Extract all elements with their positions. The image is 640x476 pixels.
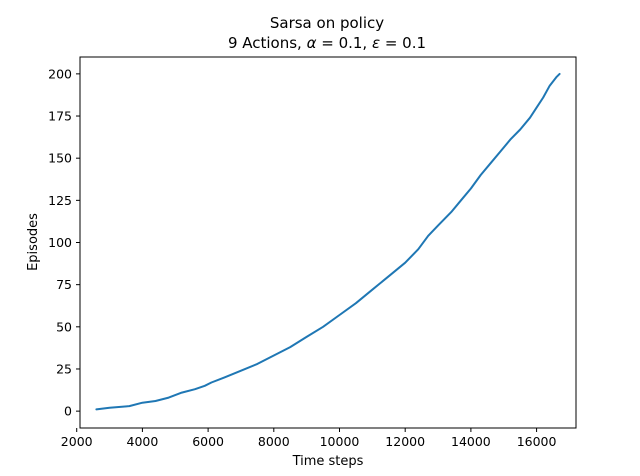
x-tick-label: 14000 bbox=[451, 434, 491, 449]
alpha-value-text: = 0.1, bbox=[316, 34, 372, 52]
x-tick-label: 8000 bbox=[258, 434, 290, 449]
x-tick-label: 6000 bbox=[192, 434, 224, 449]
x-tick-label: 16000 bbox=[517, 434, 557, 449]
y-tick-label: 0 bbox=[64, 404, 72, 419]
alpha-symbol: α bbox=[307, 34, 317, 52]
y-tick-label: 175 bbox=[48, 109, 72, 124]
epsilon-symbol: ε bbox=[372, 34, 380, 52]
series-line bbox=[95, 72, 561, 411]
x-tick-label: 12000 bbox=[385, 434, 425, 449]
y-axis-label: Episodes bbox=[26, 213, 41, 271]
y-tick-label: 100 bbox=[48, 235, 72, 250]
axis-ticks: 2000 4000 6000 8000 10000 12000 14000 16000 0 25 5… bbox=[48, 66, 556, 449]
x-axis-label: Time steps bbox=[292, 454, 364, 469]
plot-frame bbox=[79, 56, 577, 429]
y-tick-label: 150 bbox=[48, 151, 72, 166]
epsilon-value-text: = 0.1 bbox=[380, 34, 426, 52]
y-tick-label: 125 bbox=[48, 193, 72, 208]
title-prefix: 9 Actions, bbox=[228, 34, 307, 52]
x-tick-label: 4000 bbox=[127, 434, 159, 449]
y-tick-label: 50 bbox=[56, 319, 72, 334]
chart-title-line2: 9 Actions, α = 0.1, ε = 0.1 bbox=[228, 34, 426, 52]
y-tick-label: 75 bbox=[56, 277, 72, 292]
x-tick-label: 10000 bbox=[320, 434, 360, 449]
chart-title-line1: Sarsa on policy bbox=[270, 14, 384, 32]
x-tick-label: 2000 bbox=[61, 434, 93, 449]
y-tick-label: 25 bbox=[56, 361, 72, 376]
y-tick-label: 200 bbox=[48, 66, 72, 81]
